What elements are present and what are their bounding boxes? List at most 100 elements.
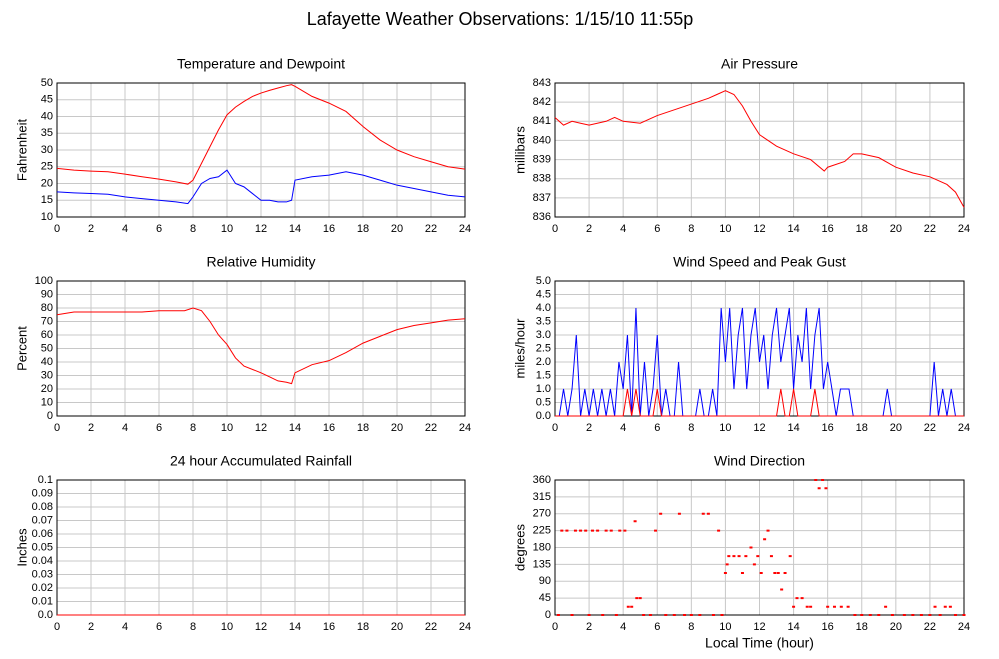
y-tick-label: 60 — [41, 329, 53, 341]
x-tick-label: 12 — [255, 621, 267, 633]
scatter-point — [780, 588, 784, 591]
y-tick-label: 0.04 — [32, 555, 53, 567]
x-tick-label: 10 — [719, 621, 731, 633]
y-tick-label: 0.02 — [32, 582, 53, 594]
scatter-point — [560, 529, 564, 532]
x-tick-label: 8 — [190, 223, 196, 235]
x-tick-label: 14 — [787, 422, 799, 434]
y-tick-label: 838 — [533, 173, 551, 185]
scatter-point — [626, 605, 630, 608]
x-tick-label: 4 — [122, 422, 128, 434]
x-tick-label: 18 — [856, 621, 868, 633]
x-tick-label: 24 — [958, 223, 970, 235]
x-axis-label: Local Time (hour) — [705, 635, 814, 651]
scatter-point — [938, 614, 942, 616]
scatter-point — [689, 614, 693, 616]
scatter-point — [776, 572, 780, 574]
scatter-point — [601, 614, 605, 616]
plot-frame — [554, 479, 965, 616]
x-tick-label: 20 — [890, 223, 902, 235]
plot-frame — [554, 82, 965, 218]
x-tick-label: 8 — [688, 422, 694, 434]
scatter-point — [698, 614, 702, 616]
y-tick-label: 4.0 — [536, 302, 551, 314]
x-tick-label: 14 — [289, 223, 301, 235]
y-axis-label: Fahrenheit — [14, 119, 29, 182]
y-tick-label: 90 — [539, 575, 551, 587]
x-tick-label: 16 — [822, 422, 834, 434]
scatter-point — [635, 597, 639, 600]
y-tick-label: 50 — [41, 342, 53, 354]
scatter-point — [570, 614, 574, 616]
scatter-point — [723, 572, 727, 574]
scatter-point — [884, 605, 888, 608]
scatter-point — [664, 614, 668, 616]
scatter-point — [853, 614, 857, 616]
x-tick-label: 22 — [924, 223, 936, 235]
y-tick-label: 30 — [41, 369, 53, 381]
y-tick-label: 0.03 — [32, 568, 53, 580]
scatter-point — [766, 529, 770, 532]
y-tick-label: 135 — [533, 558, 551, 570]
x-tick-label: 10 — [221, 223, 233, 235]
y-tick-label: 45 — [41, 94, 53, 106]
scatter-point — [732, 555, 736, 558]
x-tick-label: 6 — [654, 422, 660, 434]
scatter-point — [953, 614, 957, 616]
scatter-point — [727, 555, 731, 558]
scatter-point — [795, 597, 799, 600]
scatter-point — [590, 529, 594, 532]
scatter-point — [788, 555, 792, 558]
y-tick-label: 225 — [533, 525, 551, 537]
y-tick-label: 0 — [545, 609, 551, 621]
y-axis-label: degrees — [512, 524, 527, 571]
x-tick-label: 22 — [425, 621, 437, 633]
y-tick-label: 40 — [41, 110, 53, 122]
x-tick-label: 2 — [586, 422, 592, 434]
scatter-point — [638, 597, 642, 600]
x-tick-label: 14 — [289, 621, 301, 633]
x-tick-label: 20 — [391, 621, 403, 633]
scatter-point — [609, 529, 613, 532]
plot-frame — [56, 82, 466, 218]
scatter-point — [832, 605, 836, 608]
x-tick-label: 18 — [357, 621, 369, 633]
y-tick-label: 70 — [41, 315, 53, 327]
scatter-point — [826, 605, 830, 608]
y-tick-label: 360 — [533, 474, 551, 486]
scatter-point — [683, 614, 687, 616]
x-tick-label: 20 — [391, 223, 403, 235]
x-tick-label: 0 — [552, 621, 558, 633]
x-tick-label: 8 — [190, 422, 196, 434]
x-tick-label: 2 — [88, 621, 94, 633]
x-tick-label: 2 — [88, 422, 94, 434]
x-tick-label: 8 — [190, 621, 196, 633]
scatter-point — [596, 529, 600, 532]
scatter-point — [672, 614, 676, 616]
y-tick-label: 840 — [533, 134, 551, 146]
y-tick-label: 40 — [41, 356, 53, 368]
y-tick-label: 10 — [41, 211, 53, 223]
scatter-point — [618, 529, 622, 532]
y-tick-label: 0 — [47, 410, 53, 422]
x-tick-label: 24 — [958, 621, 970, 633]
y-tick-label: 20 — [41, 177, 53, 189]
scatter-point — [809, 605, 813, 608]
x-tick-label: 16 — [822, 621, 834, 633]
scatter-point — [943, 605, 947, 608]
scatter-point — [769, 555, 773, 558]
scatter-point — [933, 605, 937, 608]
scatter-point — [928, 614, 932, 616]
x-tick-label: 0 — [54, 621, 60, 633]
x-tick-label: 22 — [425, 422, 437, 434]
x-tick-label: 16 — [323, 223, 335, 235]
scatter-point — [614, 614, 618, 616]
chart-title: Wind Speed and Peak Gust — [673, 254, 846, 270]
scatter-point — [821, 479, 825, 481]
series-line — [555, 388, 964, 417]
y-tick-label: 35 — [41, 127, 53, 139]
y-tick-label: 20 — [41, 383, 53, 395]
y-tick-label: 0.0 — [38, 609, 53, 621]
